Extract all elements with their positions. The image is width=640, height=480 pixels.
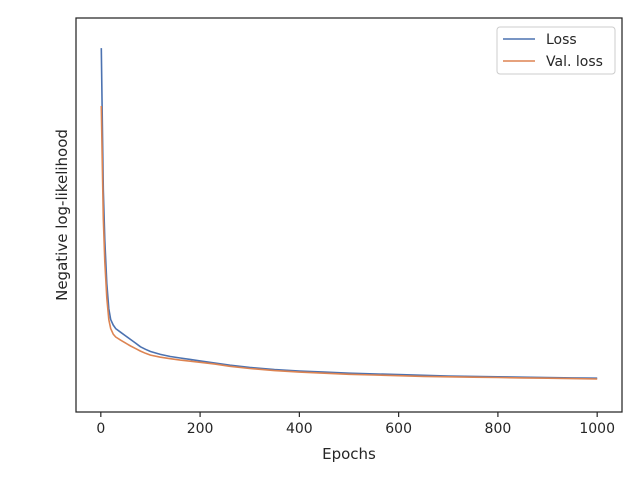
x-tick-label: 800	[485, 421, 512, 437]
x-tick-label: 600	[385, 421, 412, 437]
legend-label-loss: Loss	[546, 32, 577, 48]
x-axis-label: Epochs	[322, 445, 376, 463]
x-tick-label: 400	[286, 421, 313, 437]
legend: Loss Val. loss	[496, 26, 616, 75]
x-tick-label: 200	[187, 421, 214, 437]
legend-label-val-loss: Val. loss	[546, 54, 603, 70]
x-axis-ticks: 0 200 400 600 800 1000	[96, 412, 615, 437]
y-axis-label: Negative log-likelihood	[53, 129, 71, 301]
x-tick-label: 1000	[579, 421, 615, 437]
series-group	[100, 48, 598, 380]
x-tick-label: 0	[96, 421, 105, 437]
plot-area	[75, 17, 623, 413]
series-line-val-loss	[100, 105, 598, 380]
